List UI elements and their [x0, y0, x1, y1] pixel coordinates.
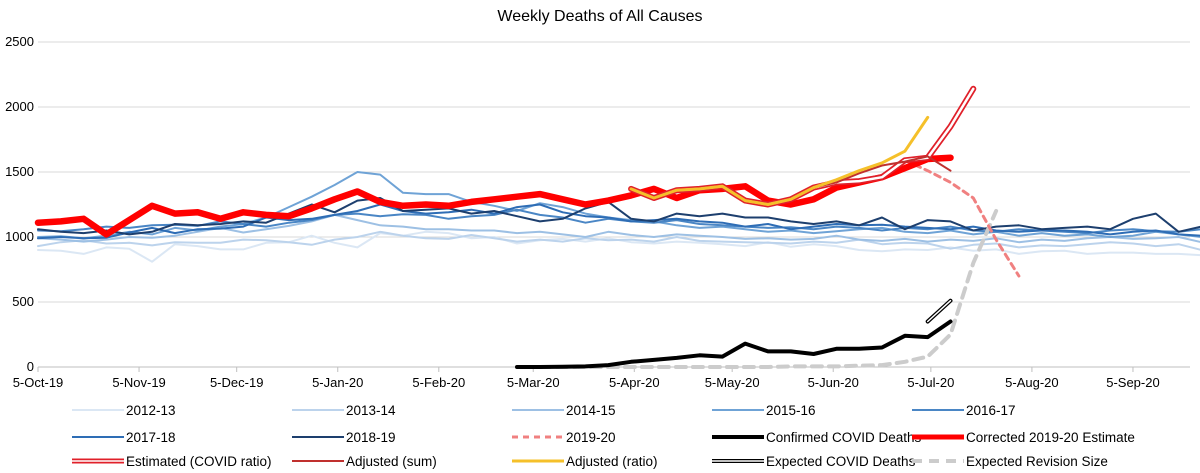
series-expected-revision-size-line	[540, 211, 996, 367]
legend-2019-20-label: 2019-20	[566, 430, 616, 445]
legend: 2012-13 2013-14 2014-15 2015-16 2016-17 2017-…	[72, 403, 1135, 469]
legend-estimated-covid-ratio-label: Estimated (COVID ratio)	[126, 454, 272, 469]
x-tick-label: 5-Nov-19	[112, 375, 165, 390]
y-tick-label: 1500	[5, 164, 34, 179]
x-tick-label: 5-Dec-19	[210, 375, 263, 390]
legend-2017-18-label: 2017-18	[126, 430, 176, 445]
y-tick-label: 2000	[5, 99, 34, 114]
x-tick-label: 5-Sep-20	[1106, 375, 1159, 390]
series-expected-covid-deaths-inner	[928, 301, 951, 322]
grid-lines	[38, 42, 1190, 302]
y-tick-label: 500	[12, 294, 34, 309]
series-lines	[38, 89, 1200, 367]
legend-2014-15-label: 2014-15	[566, 403, 616, 418]
x-tick-label: 5-Jul-20	[907, 375, 954, 390]
x-tick-label: 5-Apr-20	[609, 375, 660, 390]
legend-adjusted-ratio-label: Adjusted (ratio)	[566, 454, 658, 469]
x-tick-label: 5-Feb-20	[412, 375, 465, 390]
x-tick-label: 5-May-20	[705, 375, 760, 390]
x-tick-label: 5-Jan-20	[312, 375, 363, 390]
y-tick-label: 1000	[5, 229, 34, 244]
legend-2013-14-label: 2013-14	[346, 403, 396, 418]
legend-expected-revision-size-label: Expected Revision Size	[966, 454, 1108, 469]
legend-2016-17-label: 2016-17	[966, 403, 1016, 418]
legend-2012-13-label: 2012-13	[126, 403, 176, 418]
x-axis: 5-Oct-19 5-Nov-19 5-Dec-19 5-Jan-20 5-Feb-20…	[13, 367, 1190, 390]
x-tick-label: 5-Aug-20	[1005, 375, 1058, 390]
y-axis: 0 500 1000 1500 2000 2500	[5, 34, 34, 374]
chart-title: Weekly Deaths of All Causes	[497, 8, 702, 25]
series-corrected-2019-20-estimate-line	[38, 158, 951, 235]
x-tick-label: 5-Jun-20	[808, 375, 859, 390]
series-estimated-covid-ratio-line	[631, 89, 973, 205]
legend-confirmed-covid-deaths-label: Confirmed COVID Deaths	[766, 430, 922, 445]
legend-2018-19-label: 2018-19	[346, 430, 396, 445]
x-tick-label: 5-Mar-20	[507, 375, 560, 390]
legend-corrected-2019-20-estimate-label: Corrected 2019-20 Estimate	[966, 430, 1135, 445]
y-tick-label: 0	[27, 359, 34, 374]
x-tick-label: 5-Oct-19	[13, 375, 64, 390]
legend-expected-covid-deaths-label: Expected COVID Deaths	[766, 454, 916, 469]
series-adjusted-ratio-line	[631, 117, 928, 204]
series-confirmed-covid-deaths-line	[517, 322, 951, 368]
y-tick-label: 2500	[5, 34, 34, 49]
legend-adjusted-sum-label: Adjusted (sum)	[346, 454, 437, 469]
legend-2015-16-label: 2015-16	[766, 403, 816, 418]
series-2019-20-line	[905, 160, 1019, 276]
